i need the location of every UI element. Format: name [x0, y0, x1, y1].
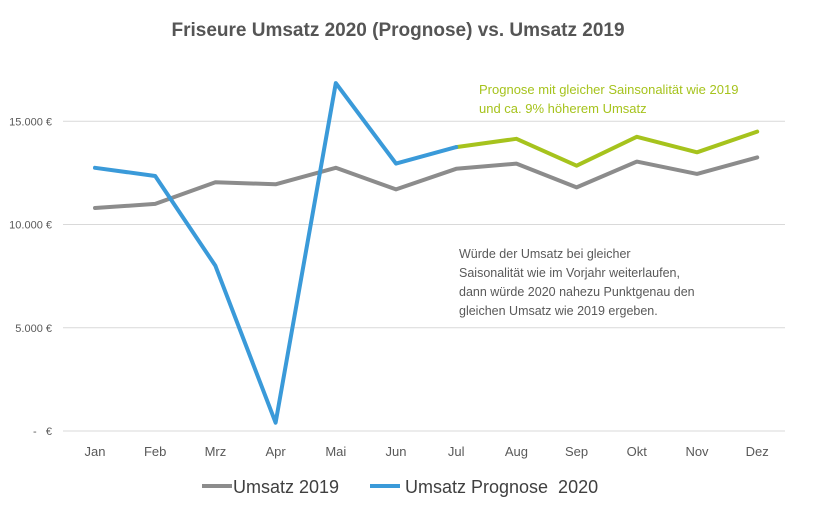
y-tick-label-0: - €	[33, 426, 52, 438]
x-tick-label-okt: Okt	[627, 444, 648, 459]
legend: Umsatz 2019 Umsatz Prognose 2020	[202, 477, 598, 497]
note-annotation-line-4: gleichen Umsatz wie 2019 ergeben.	[459, 304, 658, 318]
x-axis-ticks: Jan Feb Mrz Apr Mai Jun Jul Aug Sep Okt Nov Dez	[85, 444, 769, 459]
legend-label-umsatz-2019: Umsatz 2019	[233, 477, 339, 497]
y-tick-label-10000: 10.000 €	[9, 220, 52, 232]
series-line-umsatz-2019	[93, 155, 760, 210]
x-tick-label-sep: Sep	[565, 444, 588, 459]
y-tick-label-5000: 5.000 €	[15, 323, 52, 335]
legend-label-umsatz-prognose-2020: Umsatz Prognose 2020	[405, 477, 598, 497]
note-annotation-line-1: Würde der Umsatz bei gleicher	[459, 247, 631, 261]
note-annotation-line-2: Saisonalität wie im Vorjahr weiterlaufen…	[459, 266, 680, 280]
series-line-prognose-2020-forecast	[454, 129, 760, 168]
x-tick-label-jan: Jan	[85, 444, 106, 459]
y-axis-ticks: - € 5.000 € 10.000 € 15.000 €	[9, 116, 52, 438]
series-line-umsatz-prognose-2020	[93, 81, 459, 425]
annotations: Prognose mit gleicher Sainsonalität wie …	[459, 82, 738, 318]
forecast-annotation-line-2: und ca. 9% höherem Umsatz	[479, 101, 647, 116]
x-tick-label-nov: Nov	[685, 444, 709, 459]
x-tick-label-jul: Jul	[448, 444, 465, 459]
x-tick-label-feb: Feb	[144, 444, 166, 459]
x-tick-label-mrz: Mrz	[205, 444, 227, 459]
forecast-annotation-line-1: Prognose mit gleicher Sainsonalität wie …	[479, 82, 738, 97]
x-tick-label-aug: Aug	[505, 444, 528, 459]
chart-title: Friseure Umsatz 2020 (Prognose) vs. Umsa…	[171, 20, 624, 41]
x-tick-label-dez: Dez	[746, 444, 769, 459]
series-lines	[93, 81, 760, 425]
x-tick-label-jun: Jun	[386, 444, 407, 459]
x-tick-label-apr: Apr	[265, 444, 286, 459]
x-tick-label-mai: Mai	[325, 444, 346, 459]
note-annotation-line-3: dann würde 2020 nahezu Punktgenau den	[459, 285, 695, 299]
y-tick-label-15000: 15.000 €	[9, 116, 52, 128]
gridlines	[63, 120, 785, 432]
